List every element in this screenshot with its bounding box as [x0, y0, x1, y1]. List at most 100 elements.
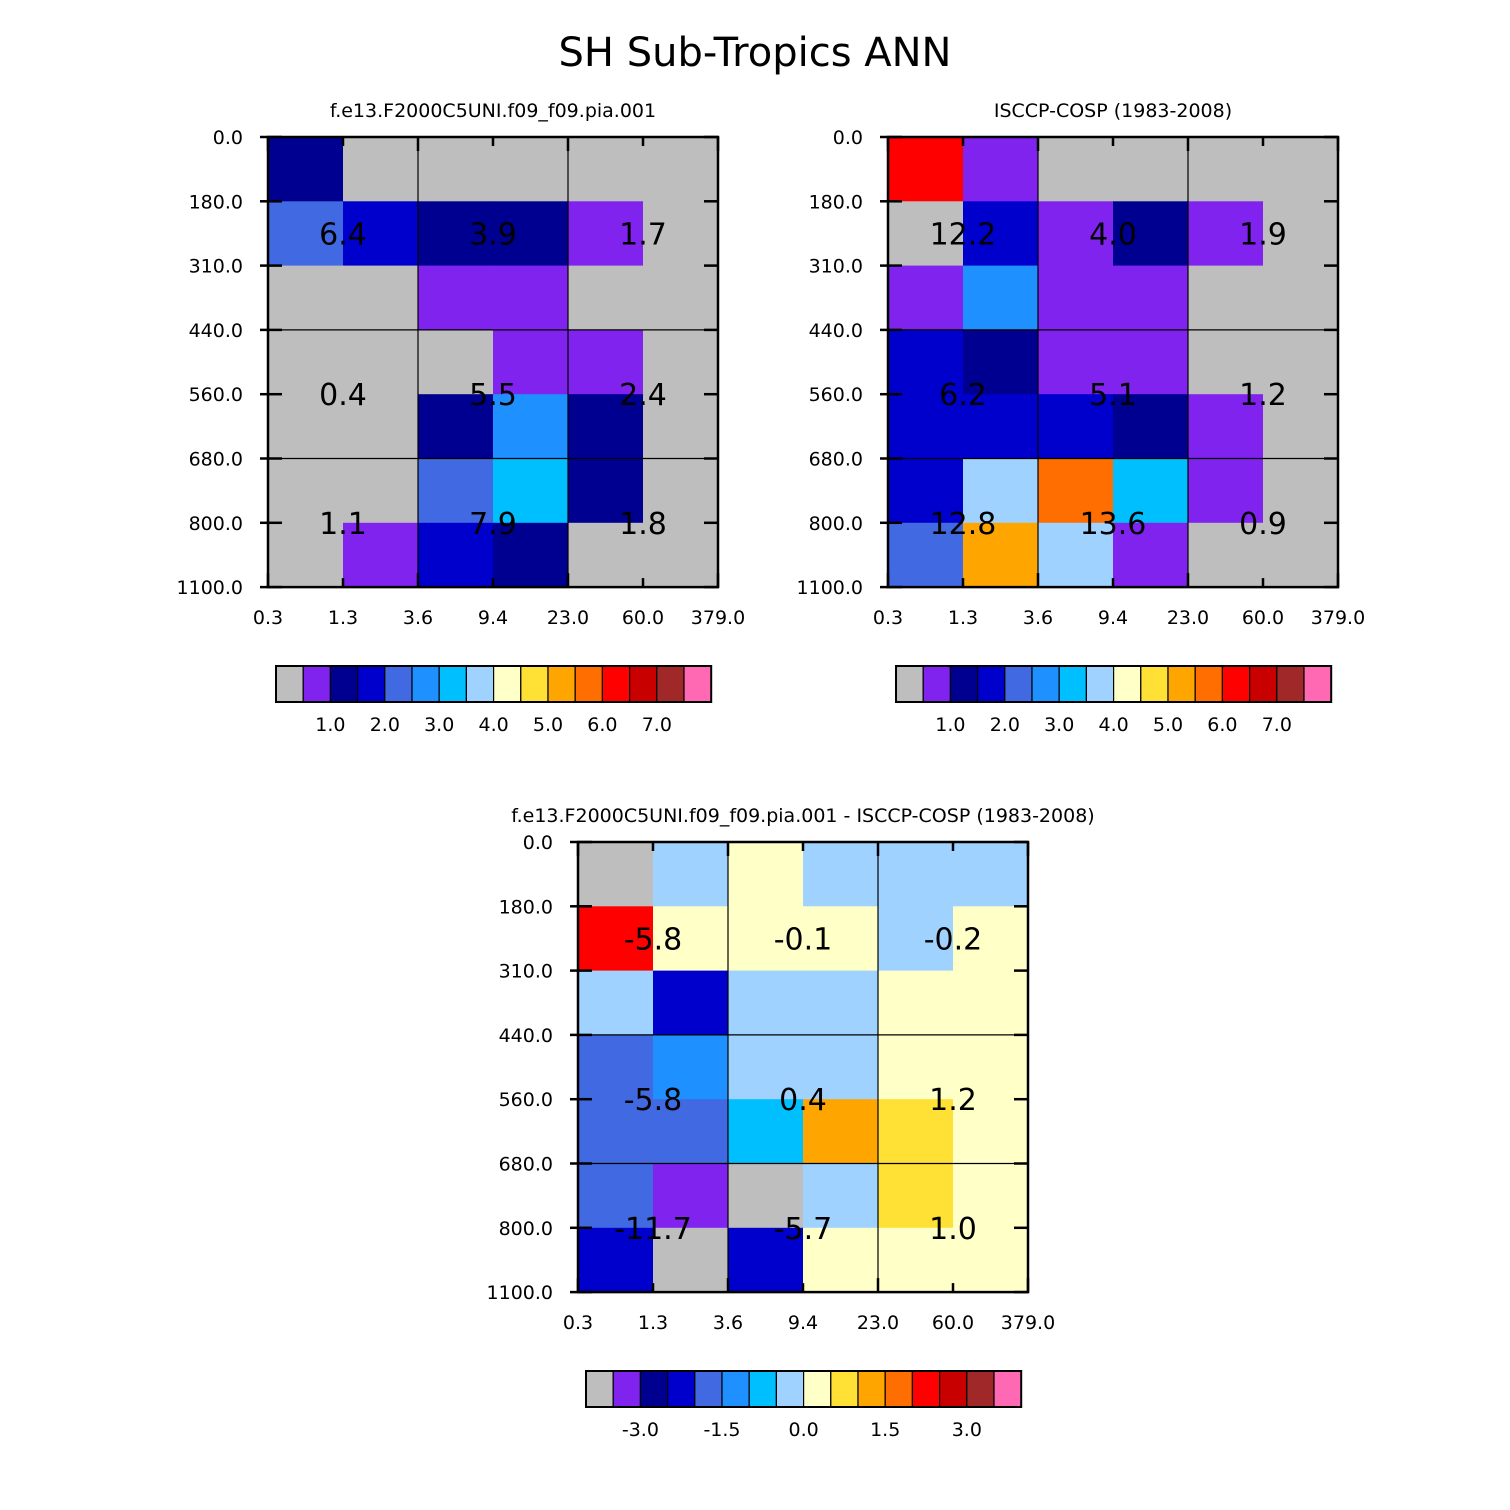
cell-value-label: 2.4	[619, 378, 667, 413]
heatmap-cell	[343, 329, 419, 395]
heatmap-cell	[643, 201, 719, 267]
cell-value-label: 1.7	[619, 217, 667, 252]
x-tick-label: 23.0	[547, 607, 589, 629]
colorbar-swatch	[411, 665, 440, 703]
colorbar-label: 1.0	[315, 714, 345, 736]
x-tick-label: 0.3	[563, 1312, 593, 1334]
heatmap-cell	[568, 458, 644, 524]
heatmap-cell	[418, 329, 494, 395]
colorbar-label: 6.0	[587, 714, 617, 736]
x-tick-label: 1.3	[948, 607, 978, 629]
cell-value-label: -5.8	[624, 1083, 683, 1118]
x-tick-label: 379.0	[691, 607, 745, 629]
heatmap-cell	[1113, 394, 1189, 460]
heatmap-cell	[888, 329, 964, 395]
heatmap-cell	[963, 137, 1039, 202]
heatmap-cell	[643, 522, 719, 588]
colorbar-swatch	[976, 665, 1006, 703]
heatmap-cell	[343, 458, 419, 524]
heatmap-cell	[1113, 265, 1189, 331]
colorbar-swatch	[1221, 665, 1251, 703]
y-tick-label: 1100.0	[177, 577, 243, 599]
colorbar-swatch	[302, 665, 332, 703]
colorbar-swatch	[683, 665, 712, 703]
heatmap-cell	[888, 265, 964, 331]
heatmap-cell	[493, 201, 569, 267]
colorbar-label: 4.0	[478, 714, 508, 736]
heatmap-cell	[953, 906, 1029, 972]
cell-value-label: 5.1	[1089, 378, 1137, 413]
heatmap-cell	[963, 265, 1039, 331]
y-tick-label: 800.0	[189, 513, 243, 535]
heatmap-cell	[1188, 265, 1264, 331]
panel-title: f.e13.F2000C5UNI.f09_f09.pia.001	[330, 100, 656, 122]
x-tick-label: 379.0	[1311, 607, 1365, 629]
colorbar-swatch	[1276, 665, 1305, 703]
heatmap-cell	[653, 970, 729, 1036]
colorbar-label: 5.0	[1153, 714, 1183, 736]
colorbar-swatch	[656, 665, 685, 703]
x-tick-label: 23.0	[1167, 607, 1209, 629]
heatmap-cell	[653, 842, 729, 907]
colorbar-swatch	[639, 1370, 669, 1408]
colorbar-label: 1.5	[870, 1419, 900, 1441]
colorbar-swatch	[357, 665, 386, 703]
cell-value-label: -0.1	[774, 922, 833, 957]
heatmap-cell	[568, 201, 644, 267]
colorbar-swatch	[666, 1370, 696, 1408]
colorbar-label: 2.0	[990, 714, 1020, 736]
heatmap-cell	[1113, 137, 1189, 202]
heatmap-cell	[1038, 458, 1114, 524]
colorbar-swatch	[1194, 665, 1223, 703]
cell-value-label: -11.7	[614, 1212, 692, 1247]
heatmap-cell	[888, 458, 964, 524]
heatmap-cell	[418, 394, 494, 460]
heatmap-cell	[578, 842, 654, 907]
heatmap-cell	[568, 265, 644, 331]
y-tick-label: 180.0	[189, 191, 243, 213]
colorbar-swatch	[911, 1370, 941, 1408]
heatmap-cell	[268, 329, 344, 395]
colorbar-swatch	[547, 665, 576, 703]
heatmap-cell	[1188, 458, 1264, 524]
colorbar-label: 3.0	[952, 1419, 982, 1441]
heatmap-cell	[568, 522, 644, 588]
colorbar-swatch	[694, 1370, 723, 1408]
heatmap-cell	[653, 1163, 729, 1229]
colorbar-label: 7.0	[1262, 714, 1292, 736]
heatmap-cell	[1188, 137, 1264, 202]
heatmap-cell	[568, 329, 644, 395]
heatmap-cell	[803, 1034, 879, 1100]
colorbar-swatch	[329, 665, 359, 703]
y-tick-label: 680.0	[809, 449, 863, 471]
x-tick-label: 1.3	[328, 607, 358, 629]
x-tick-label: 379.0	[1001, 1312, 1055, 1334]
colorbar-label: -1.5	[703, 1419, 740, 1441]
heatmap-cell	[643, 394, 719, 460]
x-tick-label: 9.4	[1098, 607, 1128, 629]
y-tick-label: 560.0	[189, 384, 243, 406]
cell-value-label: 1.2	[929, 1083, 977, 1118]
heatmap-cell	[493, 522, 569, 588]
colorbar-label: 2.0	[370, 714, 400, 736]
heatmap-cell	[493, 458, 569, 524]
heatmap-cell	[418, 522, 494, 588]
colorbar-swatch	[1031, 665, 1060, 703]
heatmap-cell	[728, 1099, 804, 1165]
cell-value-label: 5.5	[469, 378, 517, 413]
heatmap-cell	[963, 522, 1039, 588]
colorbar-frame	[895, 665, 1333, 703]
heatmap-cell	[578, 1227, 654, 1293]
heatmap-cell	[268, 201, 344, 267]
heatmap-cell	[1188, 201, 1264, 267]
heatmap-cell	[653, 1227, 729, 1293]
colorbar-swatch	[574, 665, 604, 703]
y-tick-label: 680.0	[189, 449, 243, 471]
x-tick-label: 60.0	[932, 1312, 974, 1334]
colorbar-swatch	[601, 665, 631, 703]
cell-value-label: 3.9	[469, 217, 517, 252]
heatmap-cell	[1263, 522, 1339, 588]
heatmap-cell	[803, 1163, 879, 1229]
heatmap-cell	[728, 1163, 804, 1229]
heatmap-cell	[1263, 458, 1339, 524]
